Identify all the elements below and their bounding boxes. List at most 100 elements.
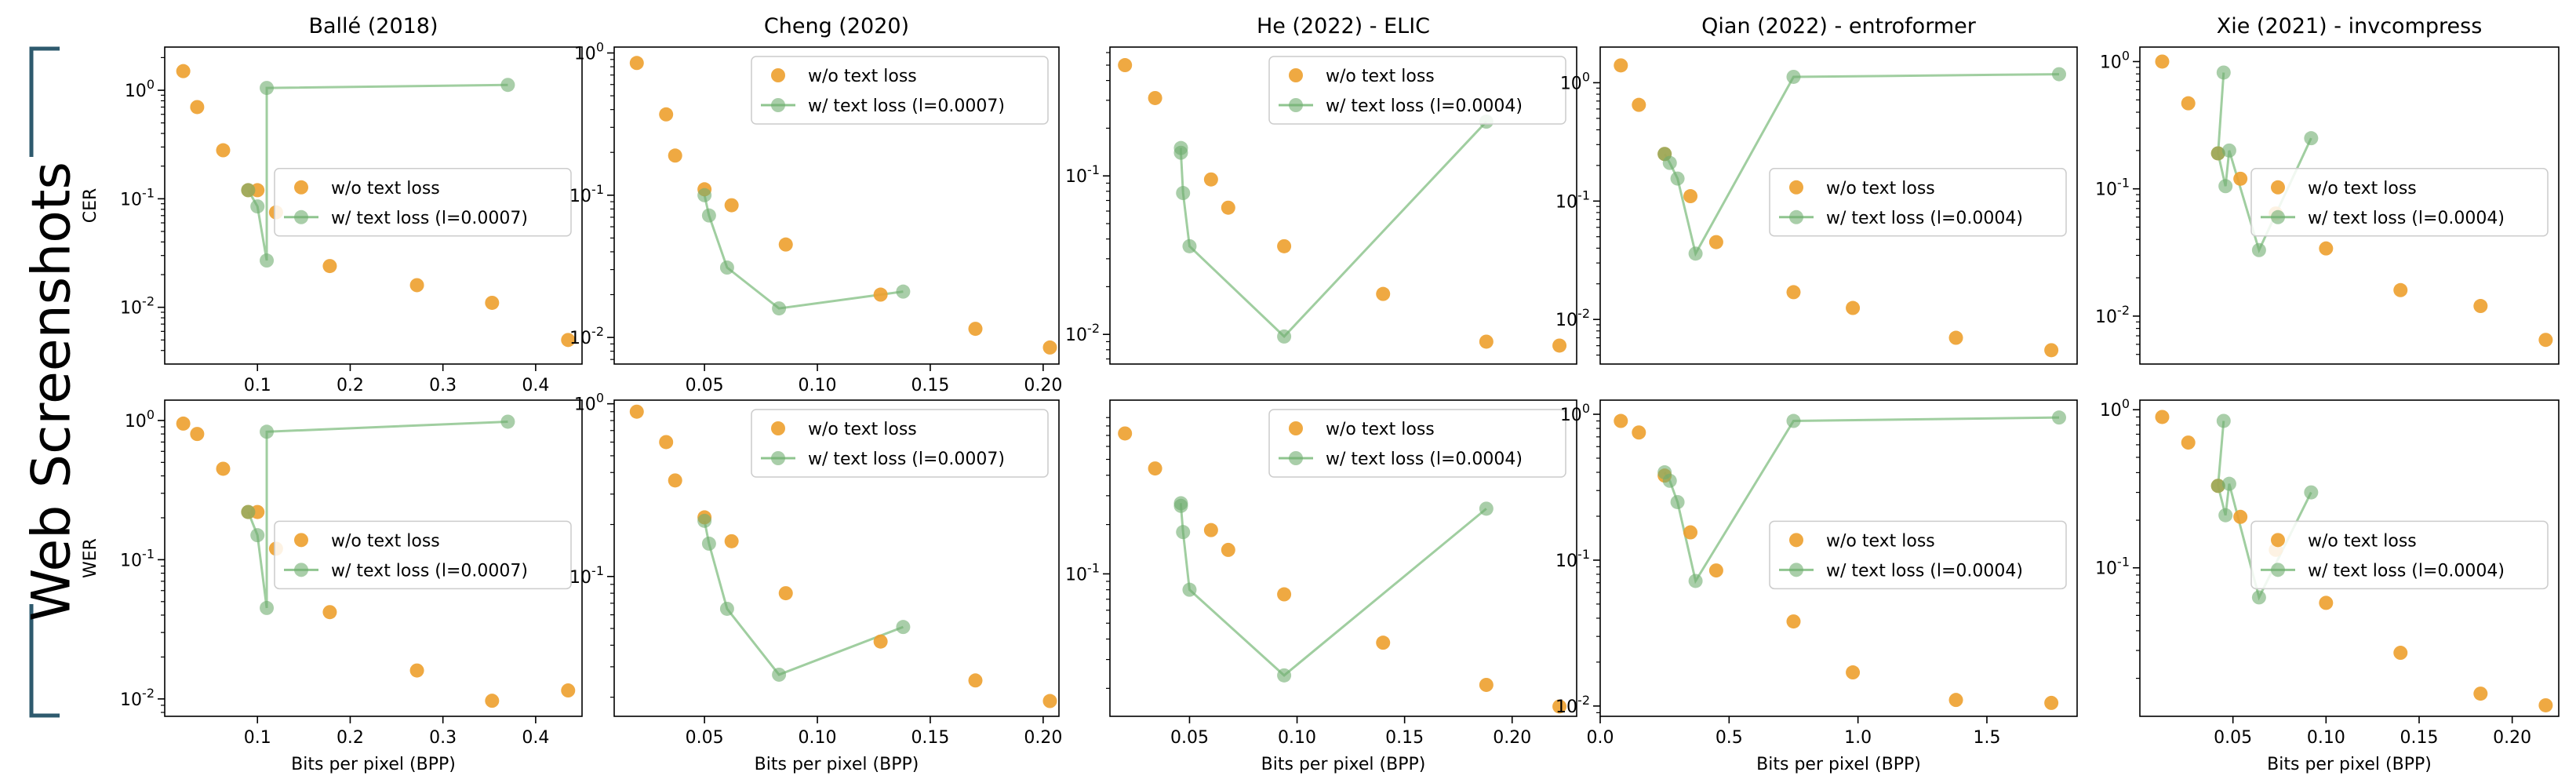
point-with-text-loss <box>697 188 712 202</box>
y-axis-label: CER <box>81 188 100 224</box>
legend-label-without: w/o text loss <box>1326 67 1435 86</box>
point-with-text-loss <box>697 513 712 528</box>
point-without-text-loss <box>1552 699 1567 714</box>
legend-marker-without <box>1289 68 1303 82</box>
point-without-text-loss <box>2473 686 2488 701</box>
legend-label-with: w/ text loss (l=0.0007) <box>808 97 1005 116</box>
x-tick-label: 0.1 <box>244 728 271 748</box>
x-tick-label: 0.05 <box>1170 728 1209 748</box>
y-tick-label: 10-1 <box>2095 555 2130 579</box>
point-without-text-loss <box>873 634 888 649</box>
chart-title: Cheng (2020) <box>764 14 909 38</box>
chart-title: Ballé (2018) <box>308 14 438 38</box>
x-axis-label: Bits per pixel (BPP) <box>755 755 919 774</box>
legend-marker-without <box>1289 421 1303 435</box>
chart-title: Xie (2021) - invcompress <box>2217 14 2483 38</box>
y-tick-label: 10-1 <box>569 563 604 588</box>
point-without-text-loss <box>1479 677 1494 692</box>
point-without-text-loss <box>322 605 337 620</box>
point-without-text-loss <box>778 586 793 601</box>
point-without-text-loss <box>1614 58 1628 73</box>
side-title: Web Screenshots <box>20 162 83 621</box>
point-with-text-loss <box>719 601 734 616</box>
point-without-text-loss <box>1683 525 1698 540</box>
panel-cer-1: Ballé (2018) CER 10-2 10-1 100 0.1 0.2 0.3 0.4 w/… <box>81 14 583 395</box>
legend-box <box>2250 168 2549 237</box>
point-with-text-loss <box>2210 146 2225 161</box>
x-tick-label: 0.10 <box>799 728 837 748</box>
legend-marker-without <box>294 533 308 548</box>
point-without-text-loss <box>1221 200 1235 215</box>
point-without-text-loss <box>561 333 576 348</box>
point-without-text-loss <box>1118 426 1133 441</box>
panel-cer-5: Xie (2021) - invcompress 10-2 10-1 100 w/o t… <box>2095 14 2560 365</box>
x-tick-label: 0.10 <box>1278 728 1316 748</box>
panel-cer-3: He (2022) - ELIC 10-2 10-1 w/o text loss w/ … <box>1065 14 1577 365</box>
point-without-text-loss <box>1846 665 1861 680</box>
point-with-text-loss <box>2216 65 2231 80</box>
legend-label-without: w/o text loss <box>2308 179 2417 198</box>
point-with-text-loss <box>1277 668 1292 683</box>
legend-label-without: w/o text loss <box>808 67 917 86</box>
point-with-text-loss <box>250 528 265 543</box>
point-without-text-loss <box>1708 235 1723 249</box>
point-without-text-loss <box>2181 96 2196 111</box>
point-without-text-loss <box>2044 695 2059 710</box>
x-tick-label: 0.15 <box>1385 728 1424 748</box>
y-tick-label: 100 <box>2100 396 2130 421</box>
legend-box <box>2250 520 2549 590</box>
y-tick-label: 10-2 <box>1555 306 1590 330</box>
chart-title: Qian (2022) - entroformer <box>1701 14 1977 38</box>
point-with-text-loss <box>2051 67 2066 82</box>
y-tick-label: 10-2 <box>1555 693 1590 717</box>
legend-marker-with <box>2271 563 2285 577</box>
point-without-text-loss <box>190 100 205 115</box>
point-without-text-loss <box>2538 697 2553 712</box>
point-without-text-loss <box>873 287 888 302</box>
point-with-text-loss <box>2221 143 2236 158</box>
point-with-text-loss <box>1670 494 1685 509</box>
legend: w/o text loss w/ text loss (l=0.0004) <box>1268 409 1566 478</box>
y-tick-label: 10-1 <box>1555 547 1590 571</box>
legend-marker-with <box>294 209 308 224</box>
x-tick-label: 0.10 <box>2307 728 2345 748</box>
legend-label-with: w/ text loss (l=0.0004) <box>2308 561 2505 581</box>
point-without-text-loss <box>1277 587 1292 602</box>
point-with-text-loss <box>1786 69 1801 84</box>
point-with-text-loss <box>2051 410 2066 425</box>
legend-label-without: w/o text loss <box>1326 420 1435 439</box>
y-tick-label: 10-1 <box>569 182 604 206</box>
legend: w/o text loss w/ text loss (l=0.0007) <box>274 520 572 590</box>
legend-box <box>1268 409 1566 478</box>
legend-box <box>274 168 572 237</box>
y-tick-label: 10-1 <box>120 185 155 209</box>
point-without-text-loss <box>1786 285 1801 300</box>
point-without-text-loss <box>1846 300 1861 315</box>
legend: w/o text loss w/ text loss (l=0.0004) <box>2250 168 2549 237</box>
legend-label-without: w/o text loss <box>331 179 440 198</box>
legend-label-without: w/o text loss <box>808 420 917 439</box>
x-axis-label: Bits per pixel (BPP) <box>1261 755 1426 774</box>
legend-box <box>1769 520 2067 590</box>
point-without-text-loss <box>1148 90 1162 105</box>
point-with-text-loss <box>1786 413 1801 428</box>
point-without-text-loss <box>659 107 674 122</box>
point-with-text-loss <box>1176 186 1191 201</box>
x-tick-label: 0.20 <box>1024 728 1062 748</box>
point-without-text-loss <box>1948 693 1963 708</box>
point-without-text-loss <box>216 461 231 476</box>
point-without-text-loss <box>1614 413 1628 428</box>
point-without-text-loss <box>1376 286 1391 301</box>
point-with-text-loss <box>1688 574 1703 588</box>
point-without-text-loss <box>1042 340 1057 355</box>
legend-label-with: w/ text loss (l=0.0007) <box>331 209 528 228</box>
point-without-text-loss <box>1203 172 1218 187</box>
panel-wer-3: 10-1 0.05 0.10 0.15 0.20 Bits per pixel (BPP)… <box>1065 399 1577 774</box>
point-with-text-loss <box>2210 479 2225 493</box>
y-tick-label: 10-2 <box>1065 321 1100 345</box>
legend-box <box>1769 168 2067 237</box>
point-without-text-loss <box>724 198 739 213</box>
x-tick-label: 0.10 <box>799 376 837 395</box>
legend-label-with: w/ text loss (l=0.0007) <box>331 561 528 581</box>
point-without-text-loss <box>2181 435 2196 450</box>
